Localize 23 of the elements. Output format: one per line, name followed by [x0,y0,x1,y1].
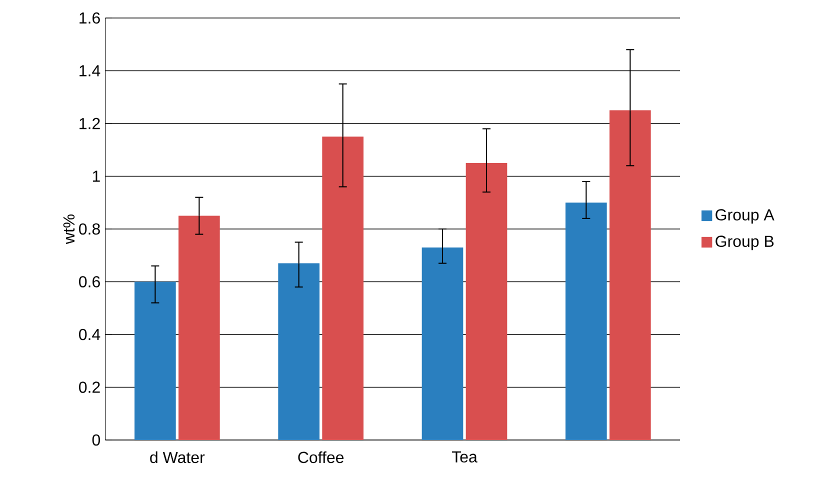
y-tick-label: 1 [92,170,100,182]
y-tick-label: 0.8 [79,223,100,235]
bar [566,202,607,440]
y-tick-label: 0.4 [79,328,100,340]
bar [134,282,176,440]
y-tick-label: 1.6 [80,12,100,24]
y-tick-label: 1.2 [80,118,100,130]
bar [466,163,508,440]
y-tick-label: 0.6 [79,276,100,288]
y-tick-label: 0 [92,434,100,446]
x-tick-label: d Water [150,451,205,464]
y-tick-label: 0.2 [79,382,100,393]
legend-label: Group A [716,209,774,224]
y-axis-title: wt% [63,214,75,244]
bar [610,110,651,440]
x-tick-label: Coffee [298,451,344,464]
x-tick-label: Tea [452,451,478,463]
bar [422,247,464,440]
legend-label: Group B [716,236,774,250]
bar [322,136,364,440]
y-tick-label: 1.4 [80,65,100,76]
bar [278,263,320,440]
bar [178,216,220,440]
